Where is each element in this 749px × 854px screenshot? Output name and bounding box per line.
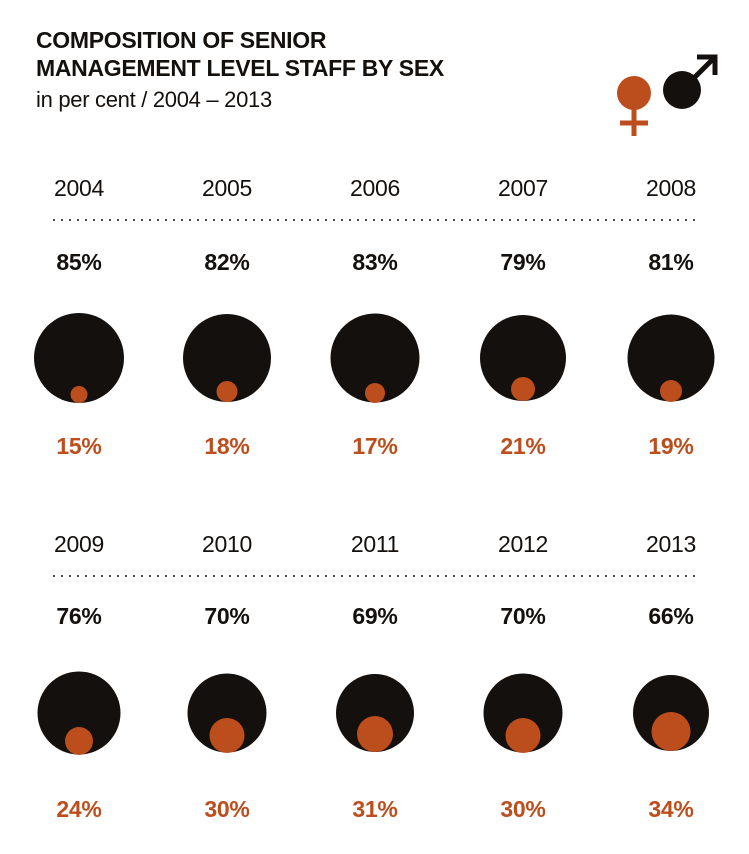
male-percentage-label-2012: 70% — [500, 603, 546, 629]
male-percentage-row-1: 85% 82% 83% 79% 81% — [5, 250, 745, 274]
female-percentage-label-2012: 30% — [500, 796, 546, 822]
male-percentage-label-2007: 79% — [500, 249, 546, 275]
dotted-separator-2 — [53, 575, 695, 577]
dotted-separator-1 — [53, 219, 695, 221]
chart-title-line1: COMPOSITION OF SENIOR — [36, 27, 327, 53]
female-percentage-label-2013: 34% — [648, 796, 694, 822]
female-circle-2009 — [65, 726, 93, 755]
circle-group-2008 — [597, 300, 745, 416]
male-percentage-label-2013: 66% — [648, 603, 694, 629]
female-percentage-label-2011: 31% — [352, 796, 398, 822]
female-percentage-label-2004: 15% — [56, 433, 102, 459]
female-circle-2005 — [216, 381, 238, 402]
female-circle-2004 — [70, 386, 88, 403]
female-circle-2012 — [505, 717, 541, 753]
male-percentage-label-2004: 85% — [56, 249, 102, 275]
female-percentage-label-2005: 18% — [204, 433, 250, 459]
circles-row-1 — [5, 300, 745, 416]
male-percentage-row-2: 76% 70% 69% 70% 66% — [5, 604, 745, 628]
male-percentage-label-2005: 82% — [204, 249, 250, 275]
circle-group-2013 — [597, 655, 745, 771]
year-label-2010: 2010 — [202, 531, 252, 557]
circle-group-2010 — [153, 655, 301, 771]
female-percentage-row-1: 15% 18% 17% 21% 19% — [5, 434, 745, 458]
year-label-2012: 2012 — [498, 531, 548, 557]
female-circle-2006 — [365, 382, 385, 403]
year-labels-row-2: 2009 2010 2011 2012 2013 — [5, 532, 745, 556]
year-label-2011: 2011 — [350, 531, 400, 557]
female-gender-icon — [617, 76, 651, 136]
circle-group-2009 — [5, 655, 153, 771]
year-label-2005: 2005 — [202, 175, 252, 201]
circle-group-2011 — [301, 655, 449, 771]
circle-group-2004 — [5, 300, 153, 416]
chart-title: COMPOSITION OF SENIOR MANAGEMENT LEVEL S… — [36, 26, 444, 82]
female-percentage-label-2008: 19% — [648, 433, 694, 459]
male-gender-icon — [663, 54, 718, 109]
male-percentage-label-2011: 69% — [352, 603, 398, 629]
female-percentage-label-2007: 21% — [500, 433, 546, 459]
female-percentage-label-2010: 30% — [204, 796, 250, 822]
year-label-2008: 2008 — [646, 175, 696, 201]
female-percentage-label-2009: 24% — [56, 796, 102, 822]
year-label-2006: 2006 — [350, 175, 400, 201]
year-label-2004: 2004 — [54, 175, 104, 201]
year-labels-row-1: 2004 2005 2006 2007 2008 — [5, 176, 745, 200]
chart-subtitle: in per cent / 2004 – 2013 — [36, 87, 272, 112]
circle-group-2005 — [153, 300, 301, 416]
male-percentage-label-2006: 83% — [352, 249, 398, 275]
year-label-2007: 2007 — [498, 175, 548, 201]
chart-header: COMPOSITION OF SENIOR MANAGEMENT LEVEL S… — [36, 26, 444, 113]
female-percentage-label-2006: 17% — [352, 433, 398, 459]
female-circle-2013 — [651, 712, 691, 751]
female-circle-2007 — [511, 377, 535, 401]
female-circle-2011 — [357, 716, 393, 752]
female-percentage-row-2: 24% 30% 31% 30% 34% — [5, 797, 745, 821]
female-circle-2010 — [209, 717, 245, 753]
male-percentage-label-2008: 81% — [648, 249, 694, 275]
male-percentage-label-2010: 70% — [204, 603, 250, 629]
circles-row-2 — [5, 655, 745, 771]
male-percentage-label-2009: 76% — [56, 603, 102, 629]
circle-group-2012 — [449, 655, 597, 771]
chart-title-line2: MANAGEMENT LEVEL STAFF BY SEX — [36, 55, 444, 81]
year-label-2009: 2009 — [54, 531, 104, 557]
female-circle-2008 — [660, 379, 682, 402]
circle-group-2006 — [301, 300, 449, 416]
year-label-2013: 2013 — [646, 531, 696, 557]
circle-group-2007 — [449, 300, 597, 416]
